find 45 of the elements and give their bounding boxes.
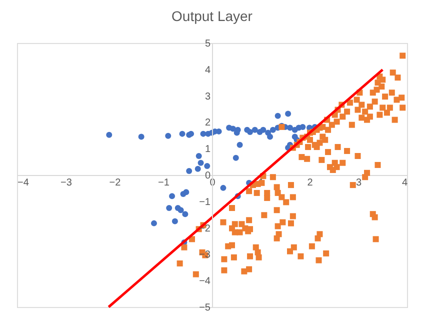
y-tick-label: −4 — [199, 276, 211, 288]
point — [172, 218, 178, 224]
point — [179, 130, 186, 137]
x-tick-label: 3 — [356, 178, 362, 188]
point — [204, 163, 210, 170]
point — [247, 128, 254, 135]
point — [186, 168, 192, 174]
y-tick-label: −5 — [199, 302, 211, 314]
point — [267, 134, 274, 140]
y-tick-label: 4 — [204, 64, 211, 76]
point — [138, 134, 144, 140]
x-tick-label: −4 — [18, 178, 30, 188]
point — [169, 193, 176, 200]
point — [300, 124, 306, 130]
x-tick-label: −3 — [60, 178, 72, 188]
point — [274, 112, 281, 119]
point — [252, 126, 258, 133]
x-tick-label: −2 — [109, 178, 122, 188]
point — [150, 220, 157, 226]
y-tick-label: 5 — [204, 38, 211, 50]
x-tick-label: −1 — [158, 178, 170, 188]
y-tick-label: 0 — [204, 170, 211, 182]
point — [194, 166, 201, 172]
point — [270, 126, 276, 133]
point — [260, 126, 266, 133]
point — [165, 132, 172, 139]
point — [232, 154, 239, 161]
point — [178, 207, 184, 214]
point — [196, 153, 202, 159]
point — [236, 142, 243, 148]
point — [106, 132, 112, 138]
x-tick-label: 2 — [307, 178, 314, 188]
point — [285, 110, 292, 117]
point — [166, 205, 172, 211]
chart-title: Output Layer — [172, 8, 253, 24]
point — [183, 189, 190, 196]
y-tick-label: −1 — [199, 196, 211, 208]
point — [220, 184, 226, 191]
point — [182, 211, 188, 218]
y-tick-label: 3 — [204, 91, 211, 102]
y-tick-label: 1 — [204, 144, 211, 156]
y-tick-label: 2 — [204, 118, 211, 129]
x-tick-label: 4 — [402, 178, 408, 188]
point — [287, 124, 293, 131]
point — [198, 160, 204, 166]
